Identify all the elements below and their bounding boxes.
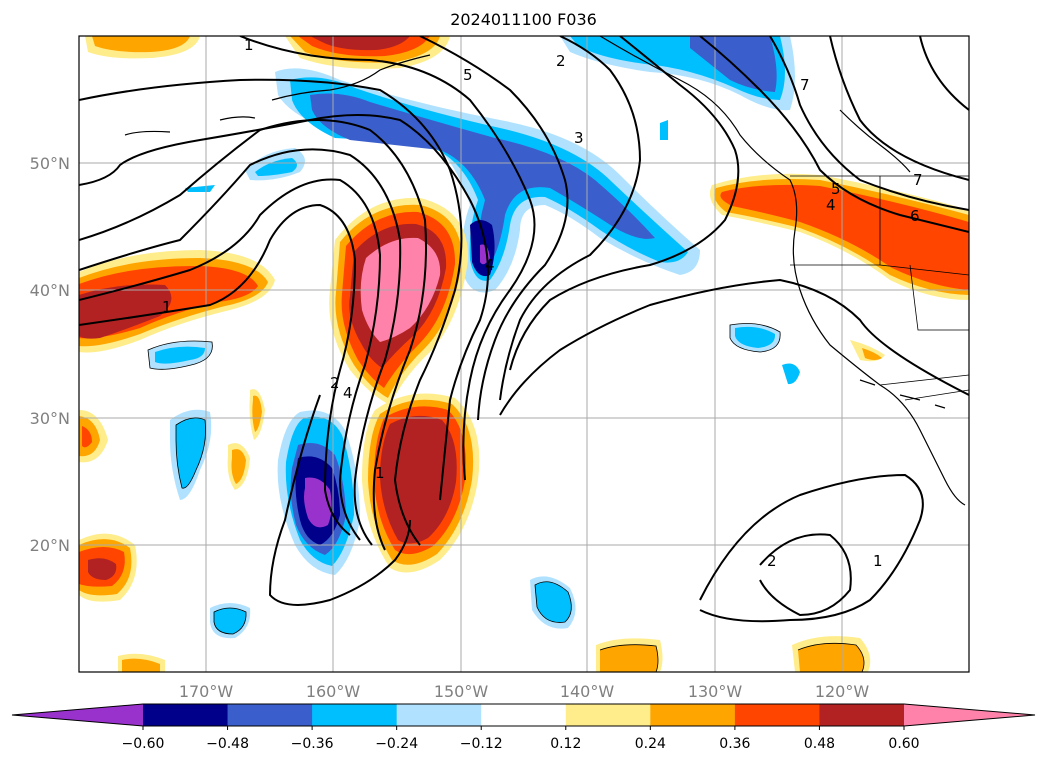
lat-tick-labels: 50°N 40°N 30°N 20°N (30, 154, 70, 555)
colorbar-tick-label: −0.12 (460, 736, 503, 752)
shade-topcenter (285, 36, 450, 69)
contour-label: 1 (162, 298, 172, 316)
colorbar-swatch (565, 704, 651, 726)
contour-labels: 2 3 5 1 1 4 4 2 2 1 5 4 6 7 7 1 (162, 36, 923, 570)
shade-topleft (85, 36, 200, 59)
lat-tick-label: 40°N (30, 281, 70, 300)
lon-tick-label: 170°W (179, 682, 234, 701)
colorbar-extend-high (904, 704, 1035, 726)
map-title: 2024011100 F036 (450, 10, 597, 29)
colorbar-swatch (227, 704, 313, 726)
gridlines (79, 36, 969, 672)
contour-label: 4 (343, 384, 353, 402)
colorbar-tick-label: −0.36 (291, 736, 334, 752)
contour-label: 3 (574, 129, 584, 147)
colorbar-tick-label: 0.24 (635, 736, 666, 752)
contour-label: 2 (330, 374, 340, 392)
contour-label: 2 (767, 552, 777, 570)
shade-warm-small (79, 340, 885, 672)
map-border (78, 35, 970, 673)
lat-tick-label: 20°N (30, 536, 70, 555)
lon-tick-labels: 170°W 160°W 150°W 140°W 130°W 120°W (179, 682, 870, 701)
shade-right-band (709, 173, 969, 300)
contour-label: 4 (826, 196, 836, 214)
colorbar-swatch (312, 704, 398, 726)
colorbar-extend-low (12, 704, 143, 726)
colorbar-tick-label: 0.48 (804, 736, 835, 752)
contour-label: 2 (556, 52, 566, 70)
colorbar (11, 703, 1036, 727)
contour-label: 7 (913, 171, 923, 189)
shade-edges (147, 323, 865, 672)
contour-label: 1 (244, 36, 254, 54)
contour-label: 4 (485, 256, 495, 274)
lon-tick-label: 150°W (434, 682, 489, 701)
colorbar-swatch (650, 704, 736, 726)
colorbar-tick-label: −0.24 (375, 736, 418, 752)
contour-label: 5 (831, 180, 841, 198)
contour-label: 7 (800, 76, 810, 94)
shade-blue-arc (275, 68, 700, 293)
lon-tick-label: 160°W (306, 682, 361, 701)
colorbar-swatch (481, 704, 567, 726)
lon-tick-label: 130°W (688, 682, 743, 701)
colorbar-swatch (819, 704, 905, 726)
map-content (79, 36, 969, 672)
colorbar-tick-label: 0.12 (550, 736, 581, 752)
shade-left-band (79, 250, 275, 353)
colorbar-tick-label: −0.60 (122, 736, 165, 752)
colorbar-tick-label: 0.60 (888, 736, 919, 752)
contour-label: 1 (375, 464, 385, 482)
height-contours (79, 36, 969, 623)
lat-tick-label: 30°N (30, 409, 70, 428)
shade-small-blue (148, 120, 800, 639)
lon-tick-label: 120°W (815, 682, 870, 701)
colorbar-swatch (143, 704, 229, 726)
coastlines (124, 36, 966, 506)
contour-label: 1 (873, 552, 883, 570)
lat-tick-label: 50°N (30, 154, 70, 173)
colorbar-tick-label: 0.36 (719, 736, 750, 752)
borders (790, 175, 969, 401)
colorbar-swatch (396, 704, 482, 726)
shade-blue-lobe (277, 410, 360, 575)
contour-label: 5 (463, 66, 473, 84)
lon-tick-label: 140°W (560, 682, 615, 701)
colorbar-swatch (734, 704, 820, 726)
colorbar-tick-label: −0.48 (206, 736, 249, 752)
colorbar-tick-labels: −0.60 −0.48 −0.36 −0.24 −0.12 0.12 0.24 0.36 0.4… (122, 726, 920, 752)
contour-label: 6 (910, 207, 920, 225)
